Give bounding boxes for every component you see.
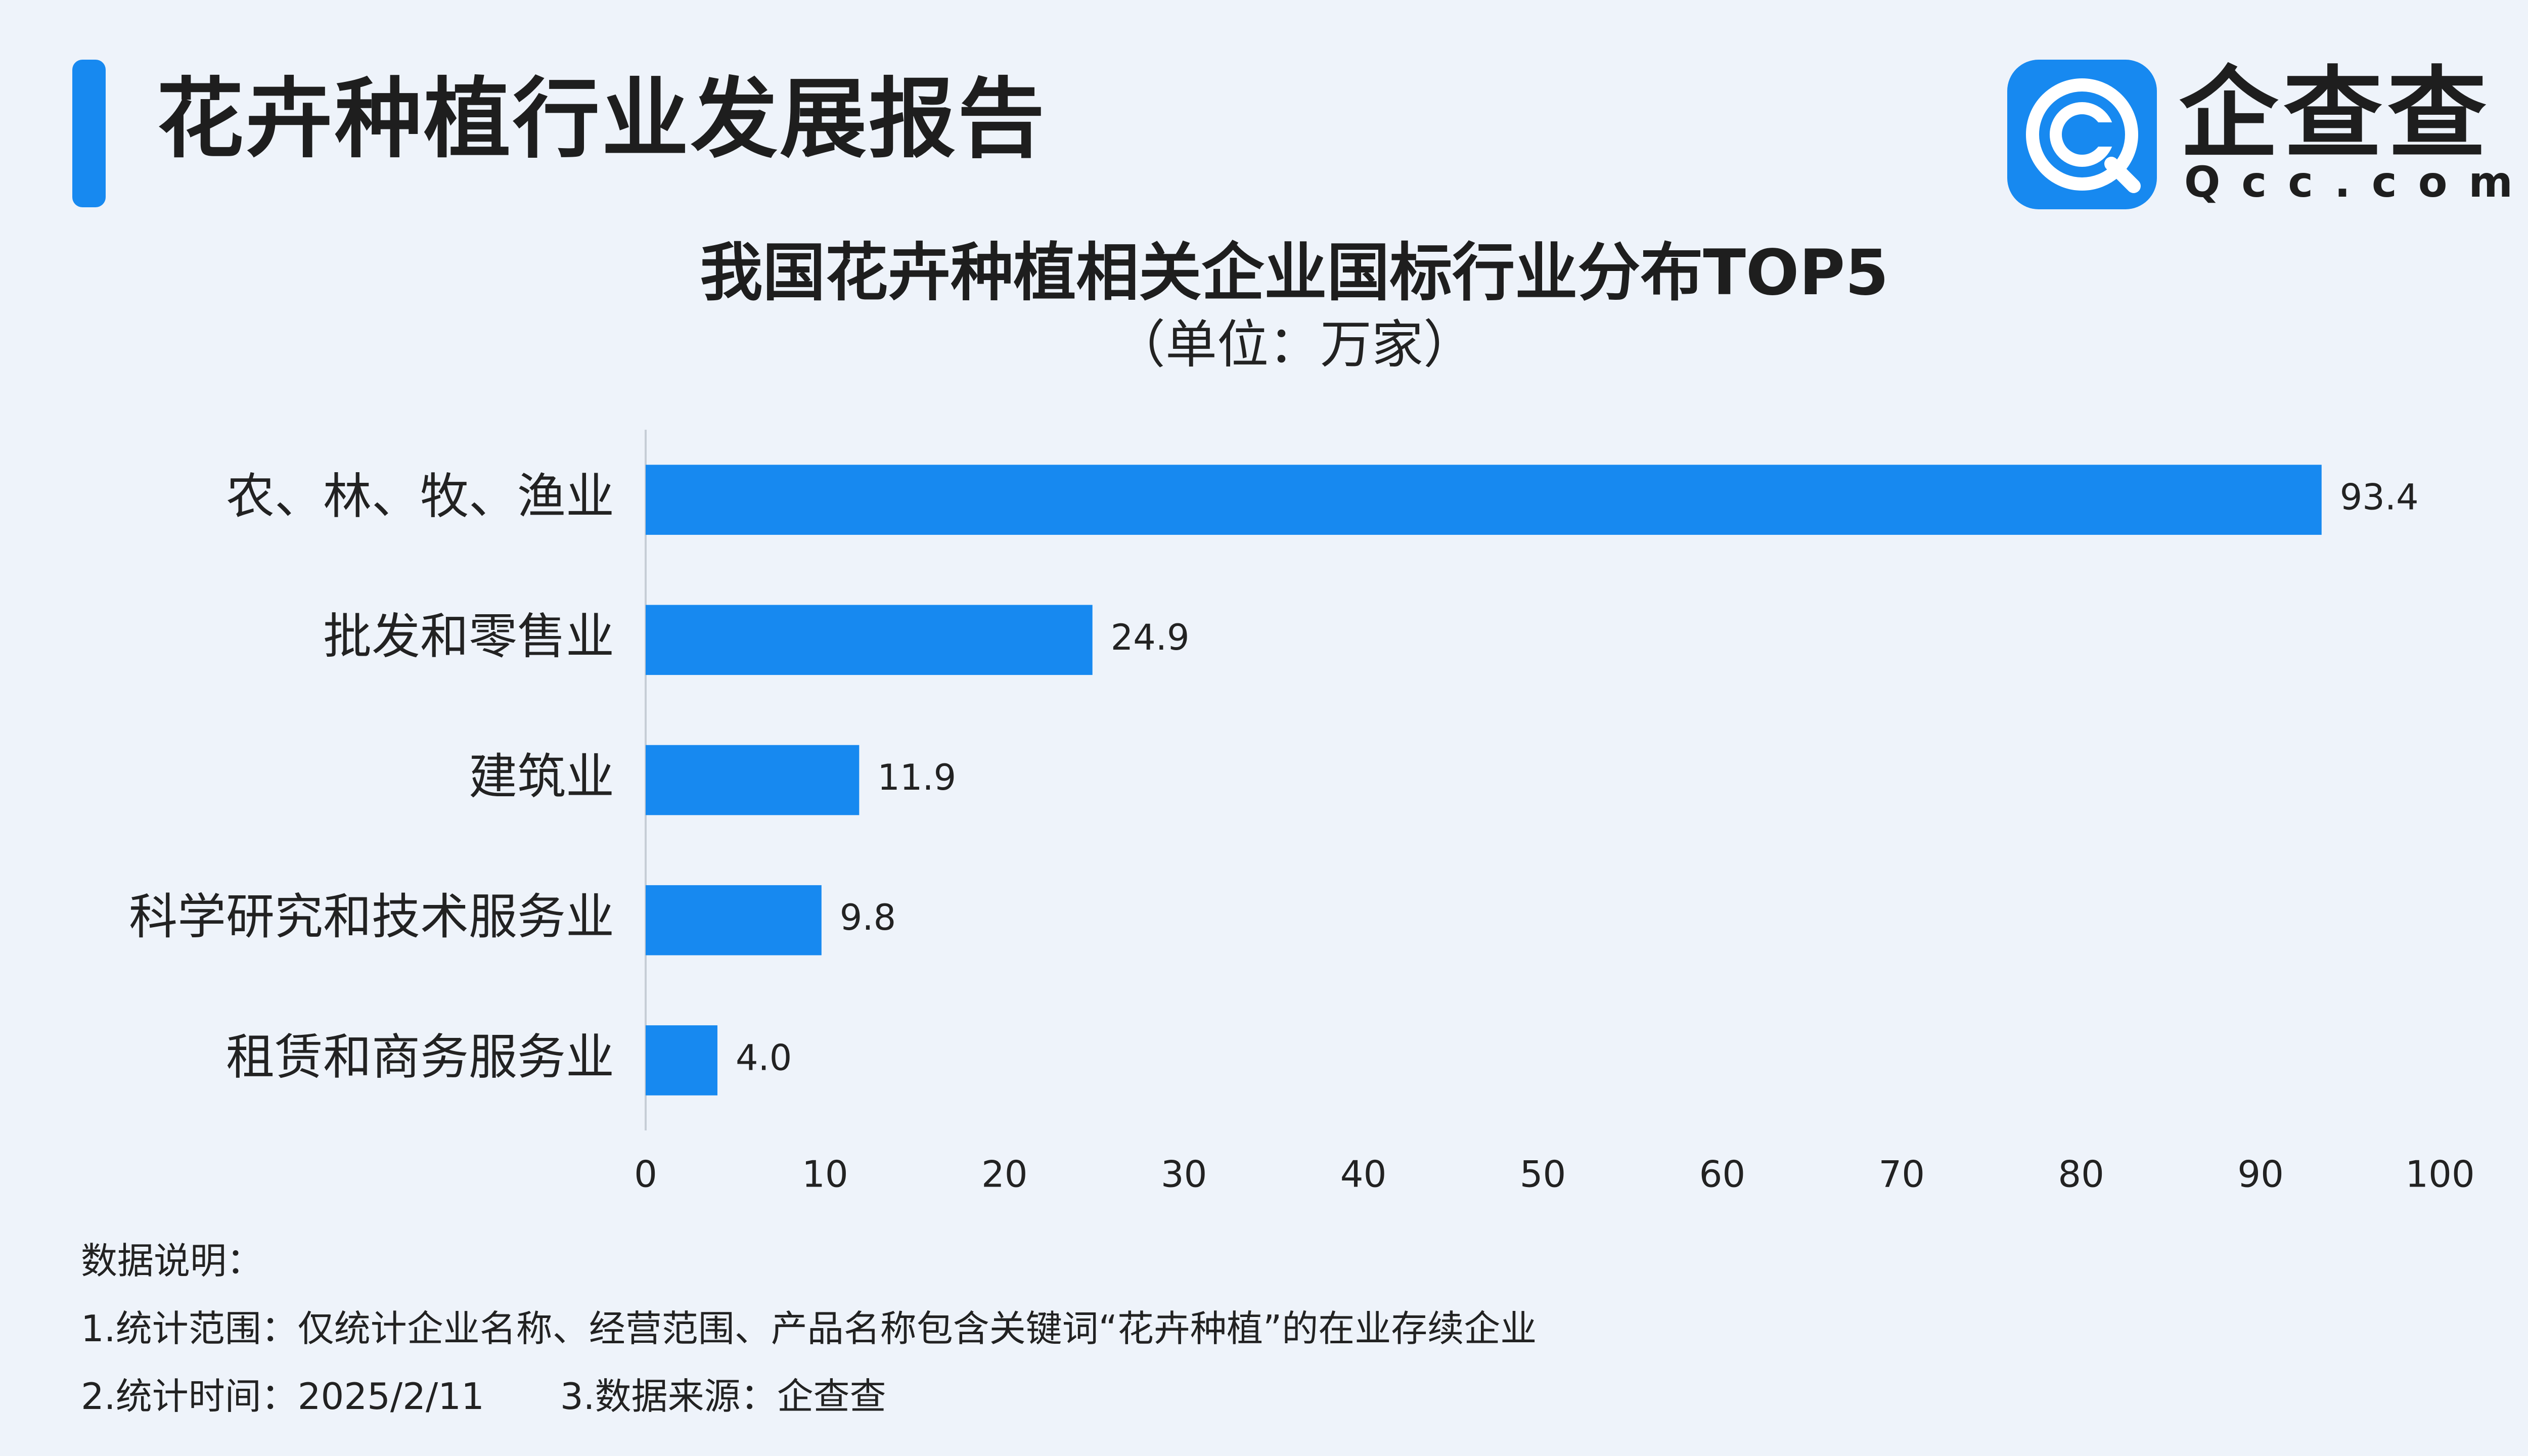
category-label: 租赁和商务服务业 [226, 1029, 614, 1085]
data-label: 24.9 [1111, 617, 1190, 658]
category-label: 科学研究和技术服务业 [129, 889, 614, 945]
bar-chart: 农、林、牧、渔业 93.4 批发和零售业 24.9 建筑业 11.9 科学研究和技术服务业 9… [129, 430, 2475, 1196]
logo-wordmark: 企查查 [2179, 57, 2492, 172]
x-tick-label: 60 [1699, 1153, 1746, 1196]
x-tick-label: 40 [1340, 1153, 1387, 1196]
x-tick-label: 50 [1520, 1153, 1566, 1196]
chart-title: 我国花卉种植相关企业国标行业分布TOP5 [700, 237, 1889, 309]
bar [646, 465, 2322, 535]
x-tick-label: 30 [1161, 1153, 1207, 1196]
category-label: 建筑业 [469, 748, 614, 805]
bar [646, 885, 822, 956]
data-label: 93.4 [2340, 477, 2419, 518]
bar [646, 605, 1093, 675]
data-label: 4.0 [736, 1037, 792, 1078]
notes-scope: 1.统计范围：仅统计企业名称、经营范围、产品名称包含关键词“花卉种植”的在业存续… [81, 1307, 1537, 1350]
x-tick-label: 90 [2237, 1153, 2284, 1196]
title-accent-bar [72, 60, 106, 207]
category-label: 农、林、牧、渔业 [226, 468, 614, 525]
notes-meta: 2.统计时间：2025/2/11 3.数据来源：企查查 [81, 1378, 886, 1415]
x-tick-label: 0 [634, 1153, 657, 1196]
qcc-logo-icon [2007, 60, 2157, 209]
report-title: 花卉种植行业发展报告 [157, 68, 1047, 170]
x-tick-label: 80 [2058, 1153, 2104, 1196]
notes-date: 2.统计时间：2025/2/11 [81, 1375, 484, 1418]
x-tick-label: 20 [981, 1153, 1028, 1196]
chart-unit: （单位：万家） [1114, 315, 1475, 375]
logo-domain: Qcc.com [2184, 157, 2528, 207]
bar [646, 745, 860, 815]
notes-heading: 数据说明： [81, 1240, 263, 1282]
x-tick-label: 70 [1878, 1153, 1925, 1196]
x-tick-label: 10 [802, 1153, 848, 1196]
data-label: 9.8 [840, 897, 896, 938]
x-tick-label: 100 [2405, 1153, 2474, 1196]
data-label: 11.9 [877, 757, 956, 798]
category-label: 批发和零售业 [323, 608, 614, 665]
notes-source: 3.数据来源：企查查 [560, 1375, 886, 1418]
bar [646, 1025, 717, 1096]
